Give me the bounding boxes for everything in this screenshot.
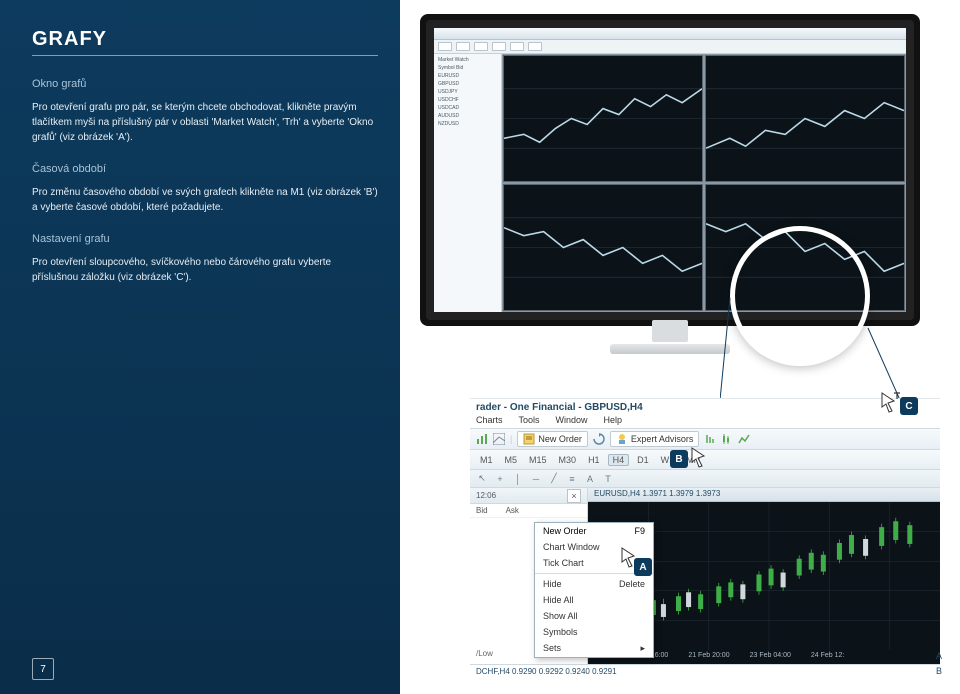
hline-tool-icon[interactable]: ─ — [530, 473, 542, 485]
menu-item[interactable]: Help — [604, 415, 623, 425]
footer-pair: DCHF,H4 0.9290 0.9292 0.9240 0.9291 — [470, 664, 940, 678]
chart-icon[interactable] — [476, 433, 488, 445]
side-col-head: BidAsk — [470, 504, 587, 518]
marker-c: C — [900, 397, 918, 415]
mini-chart[interactable] — [705, 55, 905, 182]
tf-button[interactable]: M30 — [555, 455, 581, 465]
page-title: GRAFY — [32, 28, 378, 51]
menu-item[interactable]: Charts — [476, 415, 503, 425]
toolbar-btn[interactable] — [438, 42, 452, 51]
mini-chart[interactable] — [503, 55, 703, 182]
detail-zoom-panel: rader - One Financial - GBPUSD,H4 Charts… — [470, 398, 940, 656]
menu-item[interactable]: Window — [556, 415, 588, 425]
line-chart-icon[interactable] — [738, 433, 750, 445]
chart-icon[interactable] — [493, 433, 505, 445]
toolbar-btn[interactable] — [474, 42, 488, 51]
cursor-tool-icon[interactable]: ↖ — [476, 473, 488, 485]
new-order-button[interactable]: New Order — [517, 431, 588, 447]
marker-b: B — [670, 450, 688, 468]
timeframe-bar: M1 M5 M15 M30 H1 H4 D1 W1 MN B — [470, 450, 940, 470]
close-icon[interactable]: × — [567, 489, 581, 503]
monitor-mockup: Market Watch Symbol Bid EURUSD GBPUSD US… — [420, 14, 920, 326]
menu-item[interactable]: Tools — [519, 415, 540, 425]
monitor-stand — [610, 320, 730, 360]
side-footer: /Low — [476, 649, 493, 658]
left-text-column: GRAFY Okno grafů Pro otevření grafu pro … — [0, 0, 400, 694]
section-body: Pro otevření sloupcového, svíčkového neb… — [32, 255, 378, 285]
window-title: rader - One Financial - GBPUSD,H4 — [470, 399, 940, 415]
chart-grid — [502, 54, 906, 312]
monitor-bezel: Market Watch Symbol Bid EURUSD GBPUSD US… — [426, 20, 914, 320]
section-body: Pro otevření grafu pro pár, se kterým ch… — [32, 100, 378, 145]
toolbar-btn[interactable] — [528, 42, 542, 51]
tf-button[interactable]: H1 — [584, 455, 604, 465]
ctx-item[interactable]: New OrderF9 — [535, 523, 653, 539]
vline-tool-icon[interactable]: │ — [512, 473, 524, 485]
side-annotation: A B — [936, 649, 942, 678]
tf-button[interactable]: M15 — [525, 455, 551, 465]
toolbar-btn[interactable] — [456, 42, 470, 51]
title-rule — [32, 55, 378, 56]
chart-title: EURUSD,H4 1.3971 1.3979 1.3973 — [588, 488, 940, 502]
cursor-icon — [618, 546, 642, 572]
expert-advisors-button[interactable]: Expert Advisors — [610, 431, 700, 447]
toolbar-btn[interactable] — [492, 42, 506, 51]
mini-chart[interactable] — [503, 184, 703, 311]
ctx-item[interactable]: HideDelete — [535, 576, 653, 592]
toolbar-btn[interactable] — [510, 42, 524, 51]
zoom-connector — [720, 290, 900, 410]
market-watch-panel[interactable]: Market Watch Symbol Bid EURUSD GBPUSD US… — [434, 54, 502, 312]
section-heading: Časová období — [32, 163, 378, 175]
ctx-item[interactable]: Symbols — [535, 624, 653, 640]
section-heading: Okno grafů — [32, 78, 378, 90]
cursor-icon — [688, 446, 712, 472]
menu-bar: Charts Tools Window Help — [470, 415, 940, 428]
app-toolbar — [434, 40, 906, 54]
ctx-item[interactable]: Hide All — [535, 592, 653, 608]
section-body: Pro změnu časového období ve svých grafe… — [32, 185, 378, 215]
fib-tool-icon[interactable]: A — [584, 473, 596, 485]
channel-tool-icon[interactable]: ≡ — [566, 473, 578, 485]
tf-button[interactable]: M1 — [476, 455, 497, 465]
side-time: 12:06 — [476, 491, 496, 500]
refresh-icon[interactable] — [593, 433, 605, 445]
bar-chart-icon[interactable] — [704, 433, 716, 445]
ctx-item[interactable]: Sets▸ — [535, 640, 653, 657]
crosshair-tool-icon[interactable]: + — [494, 473, 506, 485]
tf-button-selected[interactable]: H4 — [608, 454, 630, 466]
candle-chart-icon[interactable] — [721, 433, 733, 445]
market-watch-side: 12:06 × BidAsk New OrderF9 Chart Window … — [470, 488, 588, 664]
page-number: 7 — [32, 658, 54, 680]
cursor-icon — [878, 391, 902, 417]
tf-button[interactable]: M5 — [501, 455, 522, 465]
tf-button[interactable]: D1 — [633, 455, 653, 465]
tools-bar: ↖ + │ ─ ╱ ≡ A T — [470, 470, 940, 488]
right-illustration-column: Market Watch Symbol Bid EURUSD GBPUSD US… — [400, 0, 960, 694]
side-header: 12:06 × — [470, 488, 587, 504]
trading-app-screen: Market Watch Symbol Bid EURUSD GBPUSD US… — [434, 28, 906, 312]
section-heading: Nastavení grafu — [32, 233, 378, 245]
ctx-item[interactable]: Show All — [535, 608, 653, 624]
app-titlebar — [434, 28, 906, 40]
trendline-tool-icon[interactable]: ╱ — [548, 473, 560, 485]
context-menu: New OrderF9 Chart Window Tick Chart Hide… — [534, 522, 654, 658]
text-tool-icon[interactable]: T — [602, 473, 614, 485]
